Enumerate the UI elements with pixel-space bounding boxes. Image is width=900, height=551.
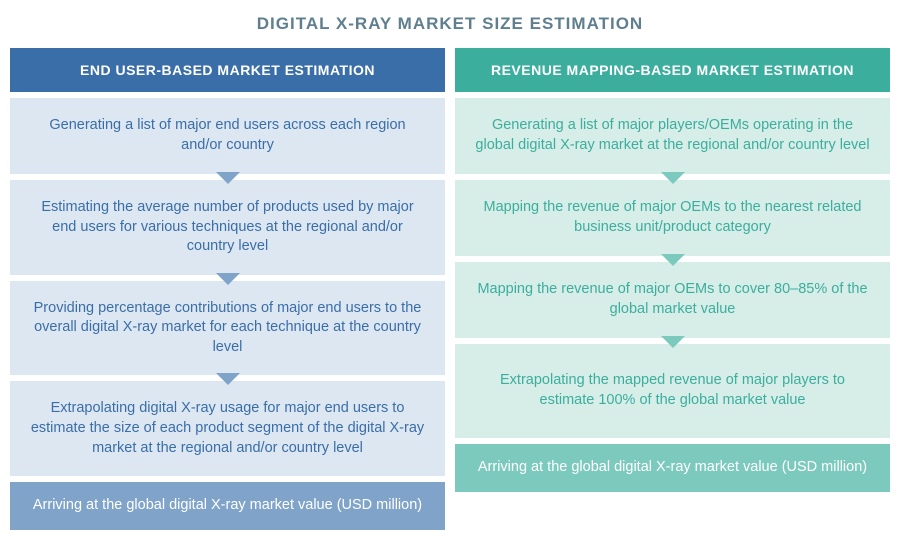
right-step-wrap-3: Extrapolating the mapped revenue of majo…	[455, 344, 890, 444]
left-step-wrap-2: Providing percentage contributions of ma…	[10, 281, 445, 382]
left-step-wrap-0: Generating a list of major end users acr…	[10, 98, 445, 180]
right-step-wrap-2: Mapping the revenue of major OEMs to cov…	[455, 262, 890, 344]
left-step-2: Providing percentage contributions of ma…	[10, 281, 445, 376]
chevron-down-icon	[661, 254, 685, 266]
left-step-wrap-1: Estimating the average number of product…	[10, 180, 445, 281]
right-step-2: Mapping the revenue of major OEMs to cov…	[455, 262, 890, 338]
left-step-0: Generating a list of major end users acr…	[10, 98, 445, 174]
chevron-down-icon	[216, 373, 240, 385]
right-final: Arriving at the global digital X-ray mar…	[455, 444, 890, 492]
left-step-wrap-3: Extrapolating digital X-ray usage for ma…	[10, 381, 445, 482]
right-step-0: Generating a list of major players/OEMs …	[455, 98, 890, 174]
infographic-container: DIGITAL X-RAY MARKET SIZE ESTIMATION END…	[0, 0, 900, 534]
chevron-down-icon	[661, 336, 685, 348]
chevron-down-icon	[661, 172, 685, 184]
right-column-header: REVENUE MAPPING-BASED MARKET ESTIMATION	[455, 48, 890, 92]
left-final: Arriving at the global digital X-ray mar…	[10, 482, 445, 530]
right-column: REVENUE MAPPING-BASED MARKET ESTIMATION …	[455, 48, 890, 530]
left-column-header: END USER-BASED MARKET ESTIMATION	[10, 48, 445, 92]
columns-wrapper: END USER-BASED MARKET ESTIMATION Generat…	[4, 48, 896, 530]
left-column: END USER-BASED MARKET ESTIMATION Generat…	[10, 48, 445, 530]
left-step-1: Estimating the average number of product…	[10, 180, 445, 275]
left-step-3: Extrapolating digital X-ray usage for ma…	[10, 381, 445, 476]
right-step-3: Extrapolating the mapped revenue of majo…	[455, 344, 890, 438]
chevron-down-icon	[216, 273, 240, 285]
chevron-down-icon	[216, 172, 240, 184]
main-title: DIGITAL X-RAY MARKET SIZE ESTIMATION	[4, 4, 896, 48]
right-step-wrap-1: Mapping the revenue of major OEMs to the…	[455, 180, 890, 262]
right-step-1: Mapping the revenue of major OEMs to the…	[455, 180, 890, 256]
right-step-wrap-0: Generating a list of major players/OEMs …	[455, 98, 890, 180]
